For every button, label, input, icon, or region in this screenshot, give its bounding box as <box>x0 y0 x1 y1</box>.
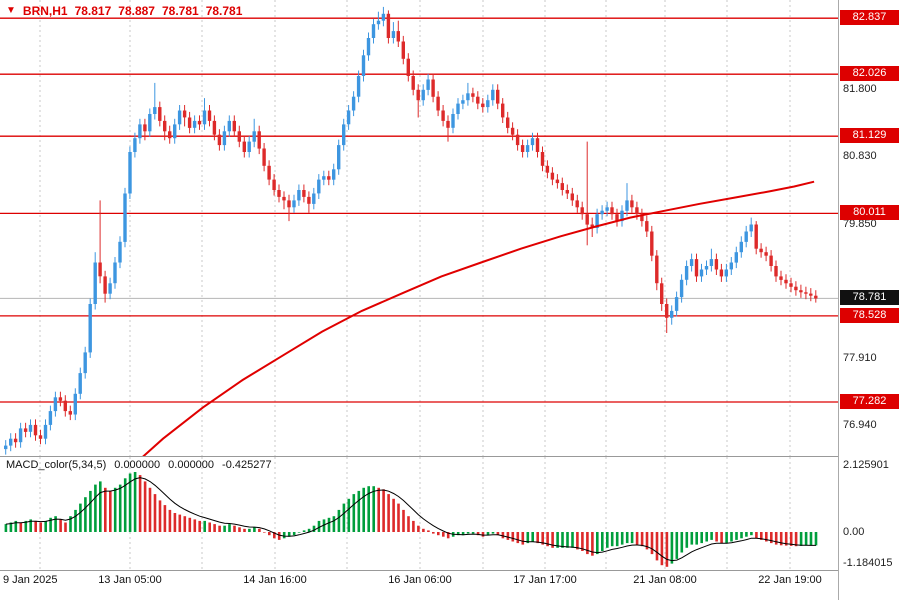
time-axis-label: 21 Jan 08:00 <box>633 574 697 586</box>
level-price-badge: 81.129 <box>840 128 899 143</box>
time-axis[interactable]: 9 Jan 2025 13 Jan 05:00 14 Jan 16:00 16 Jan… <box>0 572 838 598</box>
ohlc-high-value: 78.887 <box>118 4 155 18</box>
macd-axis-label: 2.125901 <box>843 459 889 471</box>
current-price-badge: 78.781 <box>840 290 899 305</box>
time-axis-label: 14 Jan 16:00 <box>243 574 307 586</box>
symbol-timeframe-label: BRN,H1 <box>22 4 68 18</box>
price-axis[interactable]: 81.800 80.830 79.850 77.910 76.940 82.837 82.0… <box>838 0 900 600</box>
ohlc-low-value: 78.781 <box>161 4 199 18</box>
macd-indicator-label: MACD_color(5,34,5) 0.000000 0.000000 -0.… <box>6 459 272 471</box>
time-axis-divider <box>0 570 900 571</box>
time-axis-label: 13 Jan 05:00 <box>98 574 162 586</box>
price-tick-label: 79.850 <box>843 218 877 230</box>
ohlc-close-value: 78.781 <box>205 4 243 18</box>
macd-indicator-name: MACD_color(5,34,5) <box>6 459 107 471</box>
moving-average-line <box>142 180 815 456</box>
vertical-gridlines <box>39 0 791 456</box>
price-tick-label: 77.910 <box>843 352 877 364</box>
chart-header: ▼ BRN,H1 78.817 78.887 78.781 78.781 <box>6 4 242 18</box>
time-axis-label: 22 Jan 19:00 <box>758 574 822 586</box>
time-axis-label: 9 Jan 2025 <box>3 574 58 586</box>
level-price-badge: 82.837 <box>840 10 899 25</box>
macd-axis-label: -1.184015 <box>843 557 893 569</box>
price-tick-label: 76.940 <box>843 419 877 431</box>
macd-histogram-value: -0.425277 <box>222 459 272 471</box>
macd-axis-label: 0.00 <box>843 526 865 538</box>
macd-signal-line <box>5 477 816 562</box>
candles-group <box>4 6 818 455</box>
level-price-badge: 80.011 <box>840 205 899 220</box>
price-chart-canvas[interactable] <box>0 0 838 456</box>
symbol-marker-icon: ▼ <box>6 5 16 16</box>
macd-histogram-bars <box>4 472 818 567</box>
price-tick-label: 80.830 <box>843 150 877 162</box>
time-axis-label: 17 Jan 17:00 <box>513 574 577 586</box>
time-axis-label: 16 Jan 06:00 <box>388 574 452 586</box>
level-price-badge: 82.026 <box>840 66 899 81</box>
level-price-badge: 78.528 <box>840 308 899 323</box>
macd-signal-value: 0.000000 <box>168 459 215 471</box>
ohlc-open-value: 78.817 <box>74 4 112 18</box>
macd-indicator-canvas[interactable] <box>0 457 838 570</box>
price-tick-label: 81.800 <box>843 83 877 95</box>
level-price-badge: 77.282 <box>840 394 899 409</box>
panel-divider[interactable] <box>0 456 900 457</box>
macd-main-value: 0.000000 <box>114 459 161 471</box>
